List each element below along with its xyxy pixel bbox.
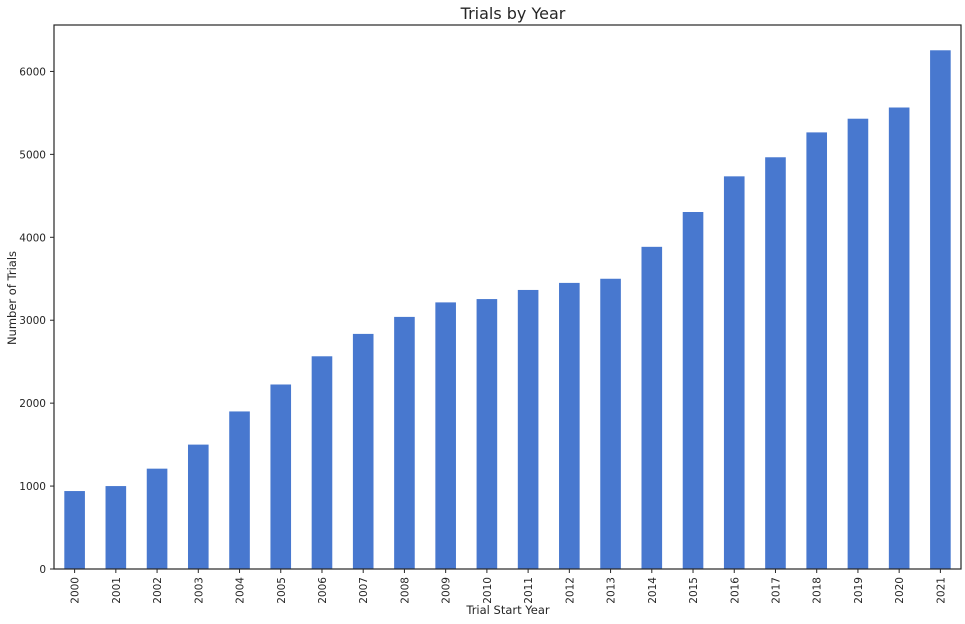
x-tick-label-2003: 2003	[193, 577, 205, 604]
x-tick-label-2002: 2002	[152, 577, 164, 604]
x-tick-label-2014: 2014	[647, 577, 659, 604]
y-tick-label: 5000	[19, 149, 46, 161]
bar-2005	[270, 384, 292, 569]
bar-2010	[476, 299, 498, 569]
bar-2000	[64, 491, 85, 569]
bar-2009	[435, 302, 456, 569]
x-tick-label-2011: 2011	[523, 577, 535, 604]
y-tick-label: 1000	[19, 481, 46, 493]
x-tick-label-2016: 2016	[729, 577, 741, 604]
bar-2001	[105, 486, 127, 569]
x-tick-label-2004: 2004	[235, 577, 247, 604]
bar-2003	[187, 444, 209, 569]
x-tick-label-2020: 2020	[894, 577, 906, 604]
bar-2016	[723, 176, 745, 569]
x-tick-label-2015: 2015	[688, 577, 700, 604]
x-axis: 2000 2001 2002 2003 2004 2005 2006 2007 2008 2009…	[70, 569, 947, 604]
y-axis-label: Number of Trials	[5, 251, 19, 345]
bar-2021	[930, 50, 951, 570]
y-tick-label: 6000	[19, 66, 46, 78]
x-tick-label-2009: 2009	[441, 577, 453, 604]
bar-2006	[311, 356, 333, 569]
y-tick-label: 2000	[19, 398, 46, 410]
x-tick-label-2018: 2018	[812, 577, 824, 604]
bar-2020	[888, 107, 910, 569]
bars-group	[64, 50, 951, 570]
x-tick-label-2006: 2006	[317, 577, 329, 604]
bar-2017	[765, 157, 786, 569]
bar-2007	[352, 333, 374, 569]
x-tick-label-2010: 2010	[482, 577, 494, 604]
x-tick-label-2005: 2005	[276, 577, 288, 604]
bar-2008	[394, 316, 415, 569]
bar-2004	[229, 411, 250, 569]
bar-2015	[682, 212, 704, 569]
x-tick-label-2001: 2001	[111, 577, 123, 604]
y-tick-label: 0	[39, 564, 46, 576]
x-tick-label-2012: 2012	[564, 577, 576, 604]
x-tick-label-2000: 2000	[70, 577, 82, 604]
bar-2014	[641, 246, 663, 569]
x-tick-label-2008: 2008	[399, 577, 411, 604]
chart-title: Trials by Year	[460, 4, 566, 23]
plot-frame	[53, 24, 962, 570]
bar-2013	[600, 278, 621, 569]
x-tick-label-2013: 2013	[606, 577, 618, 604]
x-tick-label-2019: 2019	[853, 577, 865, 604]
x-tick-label-2017: 2017	[770, 577, 782, 604]
bar-2018	[806, 132, 828, 569]
y-tick-label: 4000	[19, 232, 46, 244]
bar-2012	[559, 282, 580, 569]
x-tick-label-2007: 2007	[358, 577, 370, 604]
bar-2002	[146, 468, 168, 569]
y-tick-label: 3000	[19, 315, 46, 327]
bar-2011	[517, 289, 539, 569]
bar-2019	[847, 118, 869, 570]
x-axis-label: Trial Start Year	[465, 603, 550, 617]
x-tick-label-2021: 2021	[935, 577, 947, 604]
y-axis: 0 1000 2000 3000 4000 5000 6000	[19, 66, 54, 576]
